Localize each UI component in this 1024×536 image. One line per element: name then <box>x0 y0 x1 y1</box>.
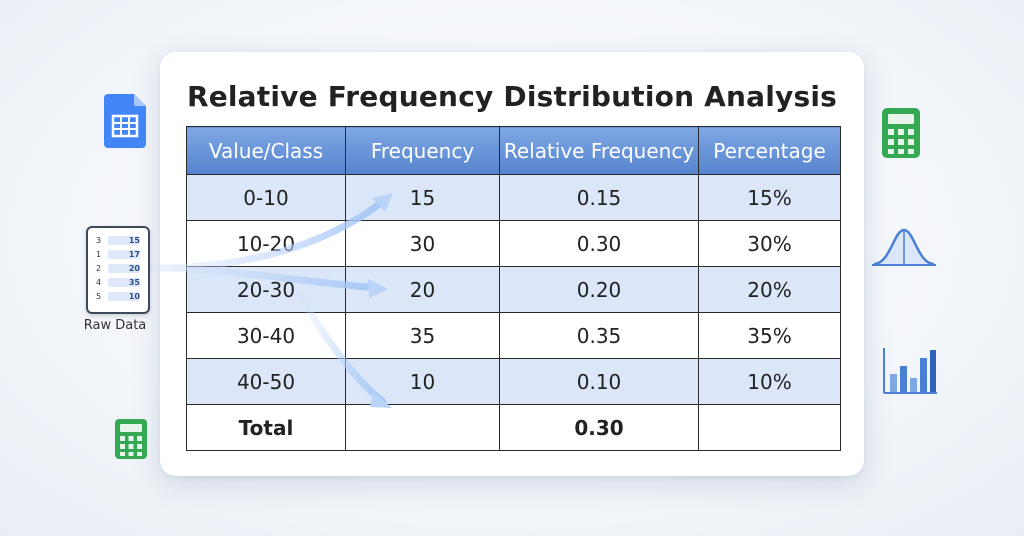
page-title: Relative Frequency Distribution Analysis <box>186 80 838 113</box>
table-total-row: Total 0.30 <box>186 404 841 451</box>
cell-relative: 0.35 <box>499 312 699 359</box>
cell-class: 10-20 <box>186 220 346 267</box>
table-row: 20-30 20 0.20 20% <box>186 266 841 313</box>
raw-data-row: 1 17 <box>96 250 140 259</box>
raw-data-row: 3 15 <box>96 236 140 245</box>
table-row: 0-10 15 0.15 15% <box>186 174 841 221</box>
cell-class: 0-10 <box>186 174 346 221</box>
cell-total-relative: 0.30 <box>499 404 699 451</box>
cell-frequency: 15 <box>345 174 500 221</box>
cell-relative: 0.15 <box>499 174 699 221</box>
raw-data-row: 2 20 <box>96 264 140 273</box>
cell-frequency: 20 <box>345 266 500 313</box>
calculator-icon <box>115 419 147 459</box>
cell-frequency: 30 <box>345 220 500 267</box>
calculator-icon <box>882 108 920 158</box>
raw-data-card: 3 15 1 17 2 20 4 35 5 10 <box>86 226 150 314</box>
cell-percentage: 30% <box>698 220 841 267</box>
header-percentage: Percentage <box>698 126 841 175</box>
header-relative-frequency: Relative Frequency <box>499 126 699 175</box>
table-row: 30-40 35 0.35 35% <box>186 312 841 359</box>
cell-percentage: 10% <box>698 358 841 405</box>
cell-percentage: 20% <box>698 266 841 313</box>
cell-total-percentage <box>698 404 841 451</box>
raw-data-row: 5 10 <box>96 292 140 301</box>
spreadsheet-doc-icon <box>104 94 146 148</box>
table-row: 40-50 10 0.10 10% <box>186 358 841 405</box>
bell-curve-icon <box>872 228 936 266</box>
raw-data-label: Raw Data <box>83 318 147 333</box>
cell-total-label: Total <box>186 404 346 451</box>
header-frequency: Frequency <box>345 126 500 175</box>
cell-class: 20-30 <box>186 266 346 313</box>
cell-class: 40-50 <box>186 358 346 405</box>
header-value-class: Value/Class <box>186 126 346 175</box>
raw-data-row: 4 35 <box>96 278 140 287</box>
frequency-table: Value/Class Frequency Relative Frequency… <box>186 126 841 451</box>
cell-total-frequency <box>345 404 500 451</box>
cell-percentage: 15% <box>698 174 841 221</box>
cell-frequency: 10 <box>345 358 500 405</box>
bar-chart-icon <box>883 348 937 394</box>
table-row: 10-20 30 0.30 30% <box>186 220 841 267</box>
cell-class: 30-40 <box>186 312 346 359</box>
cell-frequency: 35 <box>345 312 500 359</box>
cell-relative: 0.10 <box>499 358 699 405</box>
cell-relative: 0.20 <box>499 266 699 313</box>
table-header-row: Value/Class Frequency Relative Frequency… <box>186 126 841 175</box>
cell-relative: 0.30 <box>499 220 699 267</box>
cell-percentage: 35% <box>698 312 841 359</box>
